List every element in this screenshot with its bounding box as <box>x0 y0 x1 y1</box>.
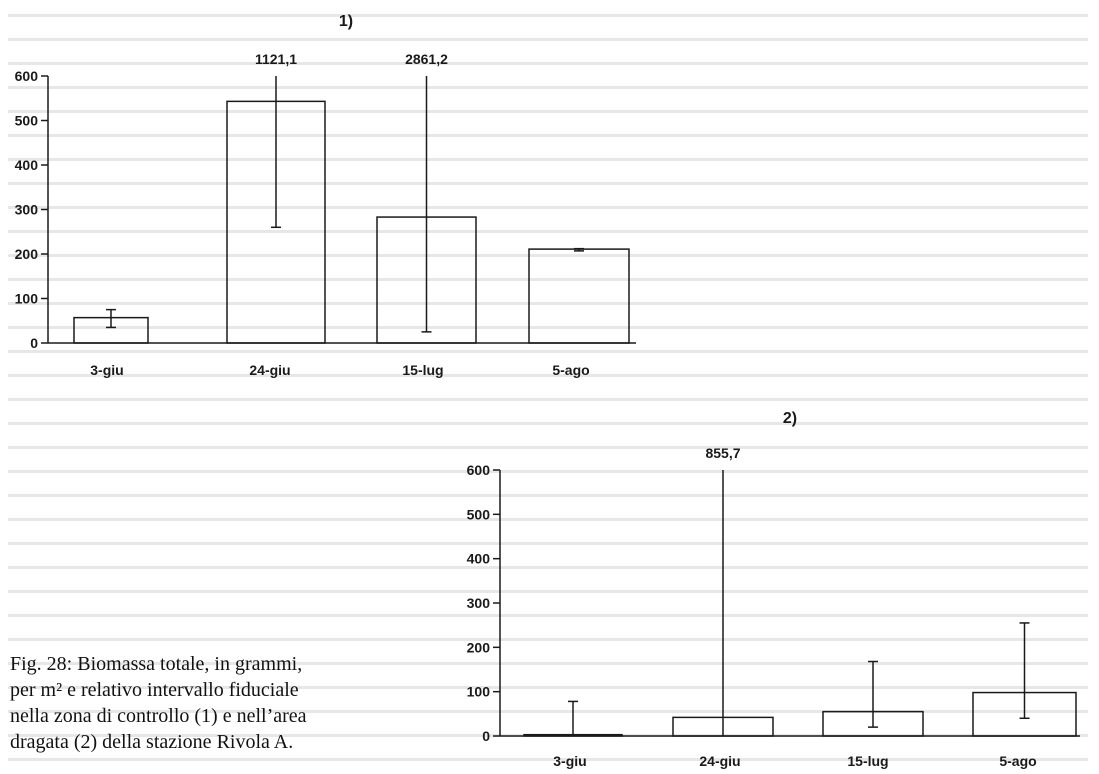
bleed-line <box>8 614 1088 617</box>
bleed-line <box>8 38 1088 41</box>
y-tick-label: 200 <box>467 639 491 655</box>
bleed-line <box>8 518 1088 521</box>
bleed-line <box>8 134 1088 137</box>
caption-line-1: Fig. 28: Biomassa totale, in grammi, <box>10 653 303 675</box>
y-tick-label: 100 <box>467 684 491 700</box>
caption-line-4: dragata (2) della stazione Rivola A. <box>10 731 294 753</box>
bleed-line <box>8 158 1088 161</box>
bleed-line <box>8 470 1088 473</box>
panel-label: 2) <box>783 410 797 427</box>
bleed-line <box>8 278 1088 281</box>
bleed-line <box>8 350 1088 353</box>
category-label: 15-lug <box>402 362 443 378</box>
bleed-line <box>8 494 1088 497</box>
error-value-label: 855,7 <box>705 445 740 461</box>
y-tick-label: 600 <box>15 68 39 84</box>
bleed-line <box>8 638 1088 641</box>
category-label: 24-giu <box>699 753 740 769</box>
bleed-line <box>8 110 1088 113</box>
bleed-line <box>8 758 1088 761</box>
error-value-label: 2861,2 <box>405 51 448 67</box>
bleed-line <box>8 254 1088 257</box>
bleed-line <box>8 686 1088 689</box>
bleed-line <box>8 230 1088 233</box>
category-label: 24-giu <box>249 362 290 378</box>
y-tick-label: 300 <box>467 595 491 611</box>
bleed-line <box>8 710 1088 713</box>
bleed-line <box>8 326 1088 329</box>
panel-label: 1) <box>339 13 353 30</box>
bleed-line <box>8 566 1088 569</box>
category-label: 5-ago <box>552 362 589 378</box>
category-label: 5-ago <box>999 753 1036 769</box>
category-label: 3-giu <box>90 362 123 378</box>
figure-caption: Fig. 28: Biomassa totale, in grammi, per… <box>10 651 430 755</box>
bleed-line <box>8 86 1088 89</box>
caption-line-2: per m² e relativo intervallo fiduciale <box>10 679 299 701</box>
y-tick-label: 500 <box>467 506 491 522</box>
bleed-line <box>8 398 1088 401</box>
bleed-line <box>8 14 1088 17</box>
y-tick-label: 500 <box>15 113 39 129</box>
bleed-line <box>8 422 1088 425</box>
bleed-line <box>8 62 1088 65</box>
bleed-line <box>8 302 1088 305</box>
y-tick-label: 400 <box>15 157 39 173</box>
bleed-line <box>8 206 1088 209</box>
y-tick-label: 100 <box>15 291 39 307</box>
category-label: 15-lug <box>847 753 888 769</box>
y-tick-label: 0 <box>482 728 490 744</box>
caption-line-3: nella zona di controllo (1) e nell’area <box>10 705 307 727</box>
category-label: 3-giu <box>553 753 586 769</box>
bleed-line <box>8 542 1088 545</box>
bleed-line <box>8 590 1088 593</box>
error-value-label: 1121,1 <box>255 51 297 67</box>
bleed-line <box>8 662 1088 665</box>
bleed-line <box>8 374 1088 377</box>
y-tick-label: 0 <box>30 335 38 351</box>
bleed-line <box>8 182 1088 185</box>
y-tick-label: 300 <box>15 202 39 218</box>
y-tick-label: 200 <box>15 246 39 262</box>
y-tick-label: 400 <box>467 551 491 567</box>
bleed-line <box>8 446 1088 449</box>
y-tick-label: 600 <box>467 462 491 478</box>
